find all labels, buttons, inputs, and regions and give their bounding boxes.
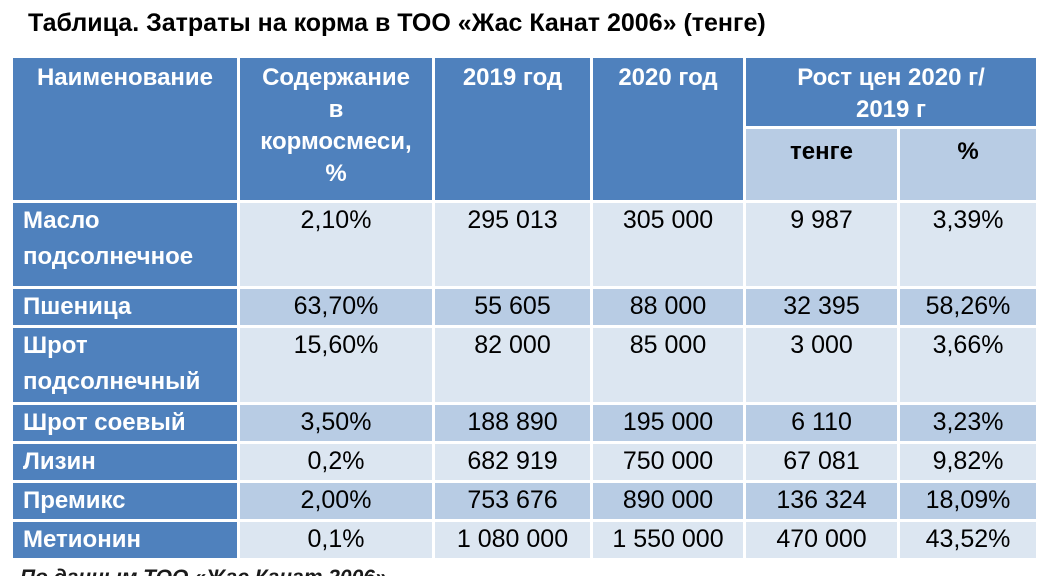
col-header-name: Наименование bbox=[10, 55, 240, 203]
value-cell: 18,09% bbox=[896, 480, 1040, 522]
value-cell: 67 081 bbox=[743, 441, 900, 483]
value-cell: 43,52% bbox=[896, 519, 1040, 561]
row-name-cell: Премикс bbox=[10, 480, 240, 522]
value-cell: 0,2% bbox=[237, 441, 435, 483]
row-name-cell: Шрот соевый bbox=[10, 402, 240, 444]
value-cell: 2,00% bbox=[237, 480, 435, 522]
col-header-content: Содержание в кормосмеси, % bbox=[237, 55, 435, 203]
col-header-growth: Рост цен 2020 г/ 2019 г bbox=[742, 55, 1040, 129]
value-cell: 3,23% bbox=[896, 402, 1040, 444]
table-body: Масло подсолнечное 2,10% 295 013 305 000… bbox=[10, 200, 1040, 561]
table-row: Премикс 2,00% 753 676 890 000 136 324 18… bbox=[10, 480, 1040, 522]
value-cell: 470 000 bbox=[743, 519, 900, 561]
value-cell: 890 000 bbox=[590, 480, 746, 522]
value-cell: 55 605 bbox=[432, 286, 593, 328]
value-cell: 750 000 bbox=[590, 441, 746, 483]
table-row: Лизин 0,2% 682 919 750 000 67 081 9,82% bbox=[10, 441, 1040, 483]
table-row: Пшеница 63,70% 55 605 88 000 32 395 58,2… bbox=[10, 286, 1040, 328]
value-cell: 32 395 bbox=[743, 286, 900, 328]
header-row-main: Наименование Содержание в кормосмеси, % … bbox=[10, 55, 1040, 203]
source-note: По данным ТОО «Жас Канат 2006» bbox=[20, 565, 1046, 576]
table-title: Таблица. Затраты на корма в ТОО «Жас Кан… bbox=[28, 9, 766, 37]
value-cell: 3 000 bbox=[743, 325, 900, 405]
table-row: Метионин 0,1% 1 080 000 1 550 000 470 00… bbox=[10, 519, 1040, 561]
table-row: Шрот подсолнечный 15,60% 82 000 85 000 3… bbox=[10, 325, 1040, 405]
value-cell: 0,1% bbox=[237, 519, 435, 561]
value-cell: 3,50% bbox=[237, 402, 435, 444]
value-cell: 295 013 bbox=[432, 200, 593, 289]
value-cell: 3,39% bbox=[896, 200, 1040, 289]
value-cell: 136 324 bbox=[743, 480, 900, 522]
value-cell: 15,60% bbox=[237, 325, 435, 405]
col-header-2020: 2020 год bbox=[590, 55, 746, 203]
row-name-cell: Метионин bbox=[10, 519, 240, 561]
feed-costs-table: Наименование Содержание в кормосмеси, % … bbox=[10, 55, 1040, 561]
col-header-2019: 2019 год bbox=[432, 55, 593, 203]
value-cell: 58,26% bbox=[896, 286, 1040, 328]
page: Таблица. Затраты на корма в ТОО «Жас Кан… bbox=[0, 8, 1046, 576]
value-cell: 1 080 000 bbox=[432, 519, 593, 561]
table-row: Масло подсолнечное 2,10% 295 013 305 000… bbox=[10, 200, 1040, 289]
value-cell: 9,82% bbox=[896, 441, 1040, 483]
header-row-sub: тенге % bbox=[12, 126, 1040, 203]
value-cell: 753 676 bbox=[432, 480, 593, 522]
value-cell: 82 000 bbox=[432, 325, 593, 405]
row-name-cell: Масло подсолнечное bbox=[10, 200, 240, 289]
table-header: Наименование Содержание в кормосмеси, % … bbox=[10, 55, 1040, 203]
col-header-growth-percent: % bbox=[896, 126, 1040, 203]
table-row: Шрот соевый 3,50% 188 890 195 000 6 110 … bbox=[10, 402, 1040, 444]
value-cell: 88 000 bbox=[590, 286, 746, 328]
value-cell: 1 550 000 bbox=[590, 519, 746, 561]
value-cell: 682 919 bbox=[432, 441, 593, 483]
value-cell: 188 890 bbox=[432, 402, 593, 444]
value-cell: 2,10% bbox=[237, 200, 435, 289]
row-name-cell: Лизин bbox=[10, 441, 240, 483]
value-cell: 63,70% bbox=[237, 286, 435, 328]
value-cell: 305 000 bbox=[590, 200, 746, 289]
value-cell: 6 110 bbox=[743, 402, 900, 444]
value-cell: 85 000 bbox=[590, 325, 746, 405]
value-cell: 3,66% bbox=[896, 325, 1040, 405]
row-name-cell: Пшеница bbox=[10, 286, 240, 328]
value-cell: 195 000 bbox=[590, 402, 746, 444]
col-header-growth-tenge: тенге bbox=[743, 126, 900, 203]
value-cell: 9 987 bbox=[743, 200, 900, 289]
row-name-cell: Шрот подсолнечный bbox=[10, 325, 240, 405]
